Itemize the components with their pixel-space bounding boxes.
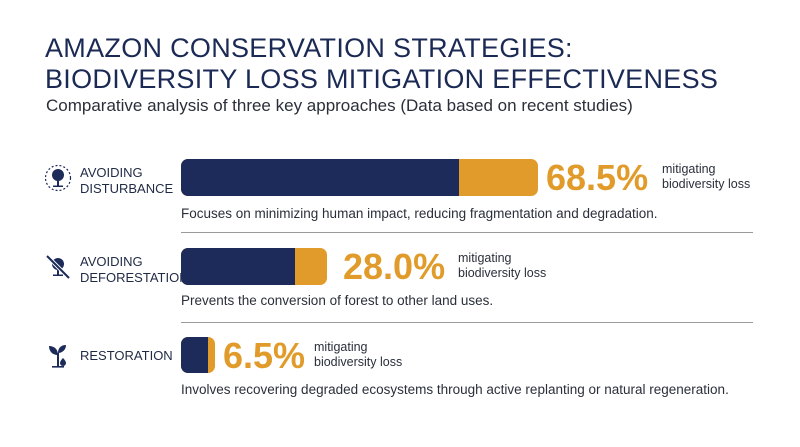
bar-value: [181, 159, 460, 196]
divider: [181, 322, 753, 323]
value-note: mitigating biodiversity loss: [458, 251, 546, 281]
strategy-description: Involves recovering degraded ecosystems …: [181, 382, 729, 397]
tree-icon: [44, 164, 72, 192]
value-note-line-1: mitigating: [662, 162, 716, 176]
strategy-row-avoiding-deforestation: AVOIDING DEFORESTATION 28.0% mitigating …: [0, 247, 800, 317]
bar-value: [181, 248, 295, 285]
label-line-1: AVOIDING: [80, 165, 143, 180]
page-subtitle: Comparative analysis of three key approa…: [46, 96, 633, 115]
value-note: mitigating biodiversity loss: [662, 162, 750, 192]
divider: [181, 232, 753, 233]
bar-track: [181, 337, 215, 373]
bar-track: [181, 248, 327, 285]
sprout-icon: [44, 341, 72, 369]
value-label: 28.0%: [343, 246, 446, 287]
value-label: 6.5%: [223, 335, 306, 376]
value-note-line-1: mitigating: [314, 340, 368, 354]
page-title: AMAZON CONSERVATION STRATEGIES: BIODIVER…: [45, 33, 718, 95]
label-line-1: RESTORATION: [80, 348, 173, 363]
bar-value: [181, 337, 208, 373]
label-line-2: DEFORESTATION: [80, 270, 189, 285]
strategy-row-restoration: RESTORATION 6.5% mitigating biodiversity…: [0, 335, 800, 407]
label-line-2: DISTURBANCE: [80, 181, 174, 196]
value-label: 68.5%: [546, 157, 649, 198]
strategy-description: Focuses on minimizing human impact, redu…: [181, 206, 658, 221]
title-line-2: BIODIVERSITY LOSS MITIGATION EFFECTIVENE…: [45, 64, 719, 94]
strategy-description: Prevents the conversion of forest to oth…: [181, 293, 494, 308]
label-line-1: AVOIDING: [80, 254, 143, 269]
no-tree-icon: [44, 253, 72, 281]
strategy-label: RESTORATION: [80, 348, 173, 364]
value-note-line-2: biodiversity loss: [662, 177, 751, 191]
strategy-label: AVOIDING DEFORESTATION: [80, 254, 189, 286]
value-note-line-2: biodiversity loss: [314, 355, 403, 369]
bar-track: [181, 159, 538, 196]
title-line-1: AMAZON CONSERVATION STRATEGIES:: [45, 33, 573, 63]
strategy-label: AVOIDING DISTURBANCE: [80, 165, 173, 197]
strategy-row-avoiding-disturbance: AVOIDING DISTURBANCE 68.5% mitigating bi…: [0, 158, 800, 228]
value-note-line-1: mitigating: [458, 251, 512, 265]
value-note-line-2: biodiversity loss: [458, 266, 547, 280]
value-note: mitigating biodiversity loss: [314, 340, 402, 370]
